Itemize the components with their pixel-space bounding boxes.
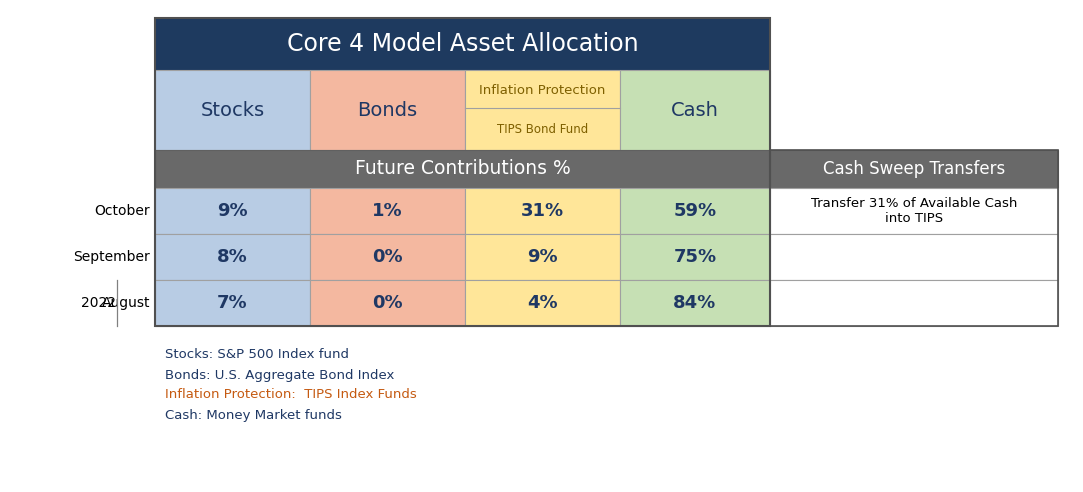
Text: Stocks: S&P 500 Index fund: Stocks: S&P 500 Index fund [165,348,349,362]
Bar [465,280,619,326]
Text: 75%: 75% [674,248,717,266]
Bar [310,280,465,326]
Text: 59%: 59% [674,202,717,220]
Text: Inflation Protection: Inflation Protection [480,84,605,97]
Bar [310,70,465,150]
Text: 9%: 9% [218,202,248,220]
Text: Core 4 Model Asset Allocation: Core 4 Model Asset Allocation [287,32,638,56]
Text: Inflation Protection:  TIPS Index Funds: Inflation Protection: TIPS Index Funds [165,389,417,401]
Text: 2022: 2022 [81,296,117,310]
Text: 31%: 31% [521,202,564,220]
Text: September: September [74,250,151,264]
Text: 9%: 9% [527,248,558,266]
Bar [310,188,465,234]
Bar [465,188,619,234]
Text: Future Contributions %: Future Contributions % [354,159,571,179]
Bar [619,188,770,234]
Text: Bonds: Bonds [357,100,418,120]
Text: 7%: 7% [218,294,248,312]
Text: August: August [102,296,151,310]
Bar [770,188,1058,234]
Text: 0%: 0% [373,294,403,312]
Bar [155,70,310,150]
Bar [155,234,310,280]
Bar [770,150,1058,326]
Text: October: October [94,204,151,218]
Text: 0%: 0% [373,248,403,266]
Bar [155,18,770,70]
Bar [619,234,770,280]
Bar [770,280,1058,326]
Text: TIPS Bond Fund: TIPS Bond Fund [497,123,588,136]
Text: Stocks: Stocks [200,100,264,120]
Bar [155,150,770,188]
Bar [310,234,465,280]
Bar [465,234,619,280]
Bar [770,150,1058,188]
Bar [465,70,619,150]
Bar [619,280,770,326]
Text: Cash Sweep Transfers: Cash Sweep Transfers [823,160,1005,178]
Text: Transfer 31% of Available Cash
into TIPS: Transfer 31% of Available Cash into TIPS [811,197,1017,225]
Text: Cash: Money Market funds: Cash: Money Market funds [165,408,342,422]
Text: Cash: Cash [671,100,719,120]
Bar [619,70,770,150]
Bar [155,280,310,326]
Text: Bonds: U.S. Aggregate Bond Index: Bonds: U.S. Aggregate Bond Index [165,369,394,381]
Bar [155,188,310,234]
Bar [770,234,1058,280]
Text: 8%: 8% [217,248,248,266]
Text: 4%: 4% [527,294,558,312]
Text: 84%: 84% [674,294,717,312]
Bar [155,18,770,326]
Text: 1%: 1% [373,202,403,220]
